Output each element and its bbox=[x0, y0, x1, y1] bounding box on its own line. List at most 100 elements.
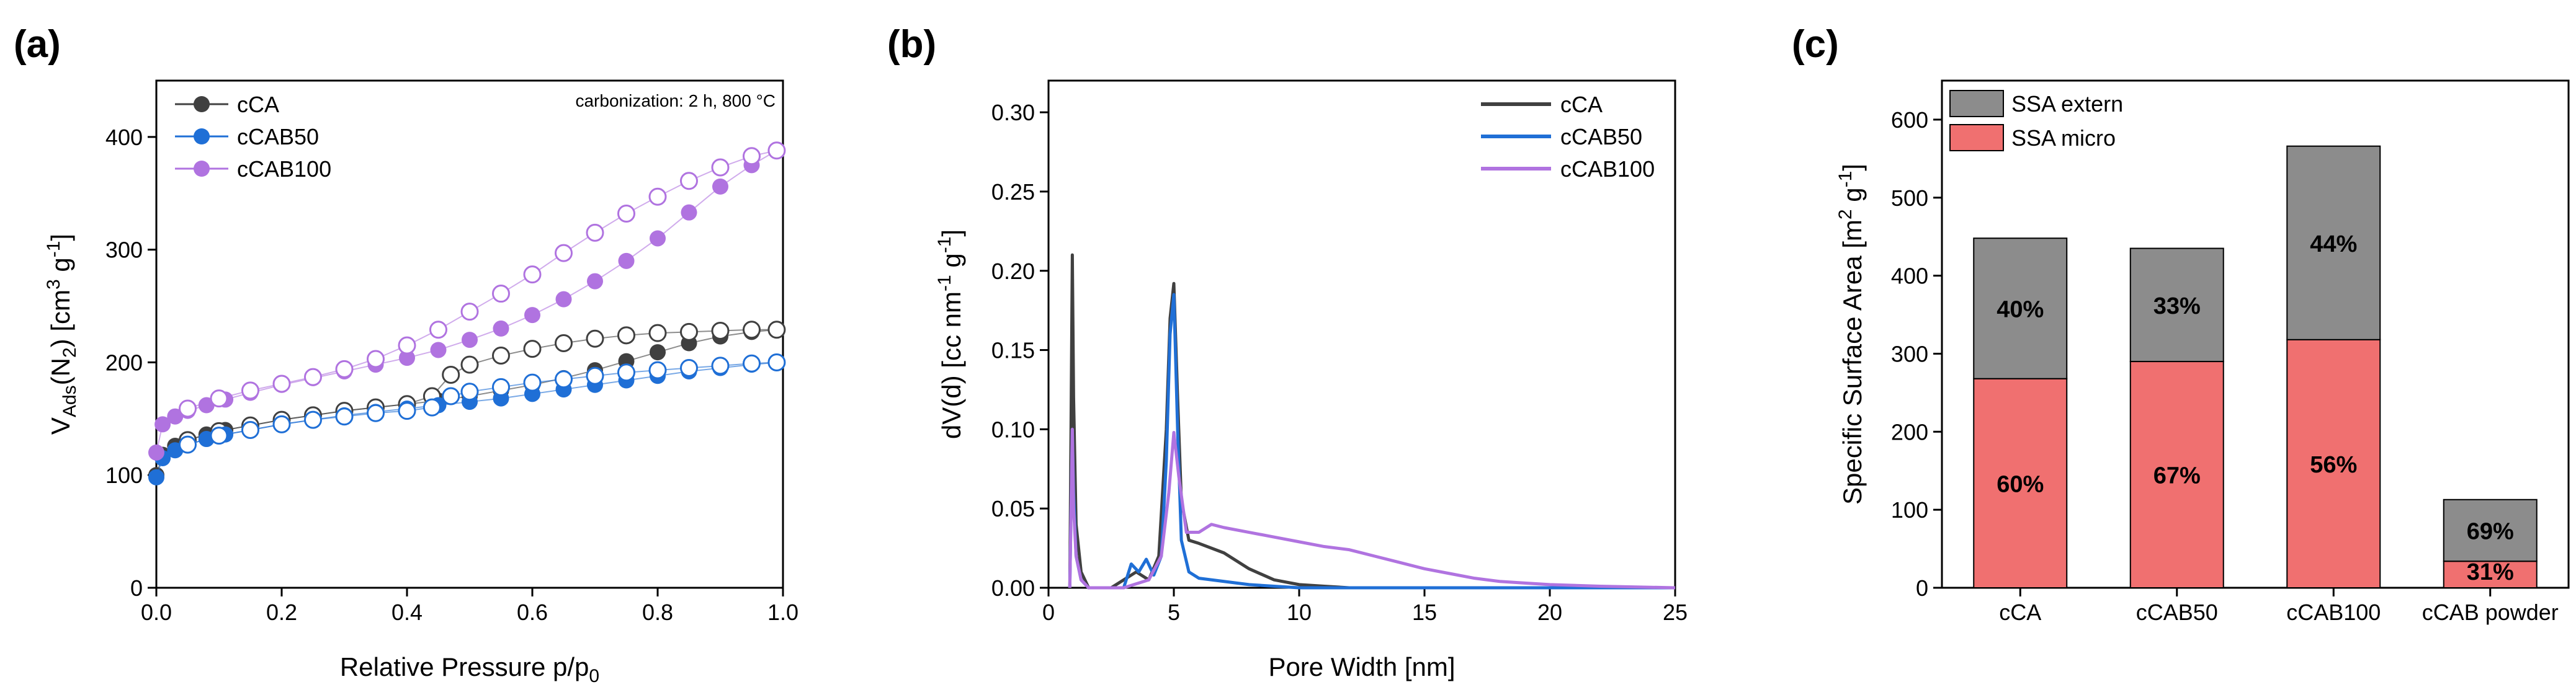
bar-ssa-extern-ccab100 bbox=[2286, 145, 2381, 340]
psd-line-ccab100 bbox=[1068, 427, 1676, 590]
bar-ssa-extern-ccab50 bbox=[2129, 247, 2224, 363]
axes-c: 0 100 200 300 400 500 600 cCA cCAB50 cCAB100 cCAB … bbox=[1891, 107, 2559, 625]
plot-frame-c bbox=[1941, 79, 2570, 589]
legend-c: SSA extern SSA micro bbox=[1949, 90, 2123, 151]
y-tick-label-b: 0.05 bbox=[991, 496, 1035, 521]
adsorption-point-ccab100 bbox=[587, 273, 603, 290]
desorption-point-ccab100 bbox=[555, 244, 573, 262]
desorption-point-cca bbox=[586, 329, 604, 348]
desorption-point-ccab100 bbox=[460, 303, 479, 321]
adsorption-point-ccab100 bbox=[430, 342, 447, 358]
x-tick-label-b: 0 bbox=[1042, 600, 1055, 625]
desorption-point-ccab50 bbox=[555, 370, 573, 389]
annotation-carbonization: carbonization: 2 h, 800 °C bbox=[575, 91, 776, 110]
desorption-point-ccab50 bbox=[680, 359, 698, 378]
legend-a: cCA cCAB50 cCAB100 bbox=[175, 92, 331, 182]
desorption-point-ccab50 bbox=[367, 404, 385, 422]
panel-a-adsorption-isotherms: (a) 0.0 0.2 0.4 0.6 0.8 1.0 0 100 200 300 400 carb… bbox=[14, 23, 798, 686]
pct-label-extern-ccab100: 44% bbox=[2310, 231, 2357, 257]
desorption-point-cca bbox=[767, 321, 786, 339]
bar-ssa-micro-ccab50 bbox=[2129, 361, 2224, 588]
desorption-point-ccab50 bbox=[767, 353, 786, 371]
y-tick-label-c: 100 bbox=[1891, 497, 1928, 523]
adsorption-point-ccab100 bbox=[493, 320, 509, 337]
legend-label-b-cCAB50: cCAB50 bbox=[1560, 124, 1642, 149]
legend-label-cCAB100: cCAB100 bbox=[237, 156, 331, 182]
y-tick-label-a: 200 bbox=[105, 350, 143, 375]
legend-item-b-cCAB50: cCAB50 bbox=[1481, 124, 1642, 149]
bar-ssa-micro-ccab-powder bbox=[2443, 560, 2538, 588]
desorption-point-ccab50 bbox=[711, 357, 730, 375]
x-tick-label-a: 0.8 bbox=[642, 600, 673, 625]
adsorption-point-ccab100 bbox=[712, 178, 728, 195]
desorption-point-ccab100 bbox=[743, 147, 761, 166]
desorption-point-cca bbox=[442, 365, 460, 384]
pct-label-micro-cca: 60% bbox=[1997, 471, 2044, 497]
pct-label-micro-ccab100: 56% bbox=[2310, 452, 2357, 478]
panel-label-a: (a) bbox=[14, 23, 61, 66]
panel-b-pore-size-distribution: (b) 0 5 10 15 20 25 0.00 0.05 0.10 0.15 0.20 0.25 0.… bbox=[887, 23, 1688, 681]
desorption-point-ccab100 bbox=[398, 336, 416, 355]
desorption-point-ccab50 bbox=[492, 378, 510, 396]
y-tick-label-c: 200 bbox=[1891, 419, 1928, 445]
x-tick-label-c: cCAB100 bbox=[2286, 600, 2381, 625]
isotherm-marks bbox=[148, 141, 786, 485]
desorption-point-cca bbox=[648, 324, 667, 342]
desorption-point-ccab100 bbox=[335, 360, 354, 378]
desorption-point-ccab100 bbox=[210, 389, 228, 408]
y-tick-label-c: 300 bbox=[1891, 341, 1928, 366]
pct-label-extern-ccab50: 33% bbox=[2153, 293, 2201, 319]
pct-label-micro-ccab50: 67% bbox=[2153, 463, 2201, 489]
desorption-point-ccab100 bbox=[617, 204, 635, 223]
desorption-point-ccab50 bbox=[523, 373, 542, 392]
y-tick-label-a: 0 bbox=[130, 575, 143, 601]
legend-item-ssa-extern: SSA extern bbox=[1949, 90, 2123, 117]
legend-item-cCAB50: cCAB50 bbox=[175, 124, 319, 149]
adsorption-point-ccab100 bbox=[462, 332, 478, 348]
y-tick-label-b: 0.15 bbox=[991, 338, 1035, 363]
legend-label-b-cCAB100: cCAB100 bbox=[1560, 156, 1655, 182]
legend-label-cCAB50: cCAB50 bbox=[237, 124, 319, 149]
legend-item-cCA: cCA bbox=[175, 92, 279, 117]
desorption-point-ccab100 bbox=[523, 265, 542, 284]
adsorption-point-cca bbox=[650, 344, 666, 361]
desorption-point-cca bbox=[492, 347, 510, 365]
adsorption-point-ccab100 bbox=[681, 204, 697, 221]
pct-label-extern-cca: 40% bbox=[1997, 296, 2044, 322]
adsorption-point-ccab100 bbox=[524, 307, 540, 324]
pct-label-micro-ccab-powder: 31% bbox=[2467, 559, 2514, 585]
x-axis-title-a: Relative Pressure p/p0 bbox=[340, 652, 599, 686]
legend-label-ssa-extern: SSA extern bbox=[2011, 91, 2123, 117]
adsorption-point-ccab100 bbox=[167, 408, 184, 425]
y-tick-label-a: 100 bbox=[105, 463, 143, 488]
panel-label-b: (b) bbox=[887, 23, 936, 66]
desorption-point-ccab50 bbox=[398, 402, 416, 420]
x-tick-label-c: cCA bbox=[1999, 600, 2041, 625]
panel-label-c: (c) bbox=[1792, 23, 1839, 66]
x-tick-label-c: cCAB50 bbox=[2136, 600, 2218, 625]
desorption-point-ccab50 bbox=[617, 363, 635, 382]
desorption-point-cca bbox=[743, 321, 761, 339]
desorption-point-cca bbox=[523, 340, 542, 358]
desorption-point-ccab100 bbox=[304, 368, 322, 386]
y-axis-title-c: Specific Surface Area [m2 g-1] bbox=[1835, 164, 1867, 505]
adsorption-point-ccab100 bbox=[555, 291, 572, 308]
desorption-point-ccab100 bbox=[241, 381, 259, 400]
bar-ssa-extern-cca bbox=[1973, 237, 2068, 379]
legend-item-b-cCA: cCA bbox=[1481, 92, 1603, 117]
x-tick-label-b: 10 bbox=[1287, 600, 1312, 625]
x-tick-label-a: 0.4 bbox=[391, 600, 423, 625]
y-tick-label-c: 0 bbox=[1916, 575, 1928, 601]
y-tick-label-b: 0.30 bbox=[991, 100, 1035, 125]
bar-ssa-extern-ccab-powder bbox=[2443, 498, 2538, 562]
axes-b: 0 5 10 15 20 25 0.00 0.05 0.10 0.15 0.20 0.25 0.30 bbox=[991, 100, 1688, 625]
adsorption-point-ccab50 bbox=[148, 469, 164, 485]
desorption-point-ccab50 bbox=[423, 398, 441, 417]
legend-b: cCA cCAB50 cCAB100 bbox=[1481, 92, 1655, 182]
psd-lines bbox=[1068, 253, 1676, 590]
y-tick-label-c: 400 bbox=[1891, 264, 1928, 289]
legend-item-b-cCAB100: cCAB100 bbox=[1481, 156, 1655, 182]
x-axis-title-b: Pore Width [nm] bbox=[1268, 652, 1455, 681]
desorption-point-ccab100 bbox=[429, 321, 447, 339]
